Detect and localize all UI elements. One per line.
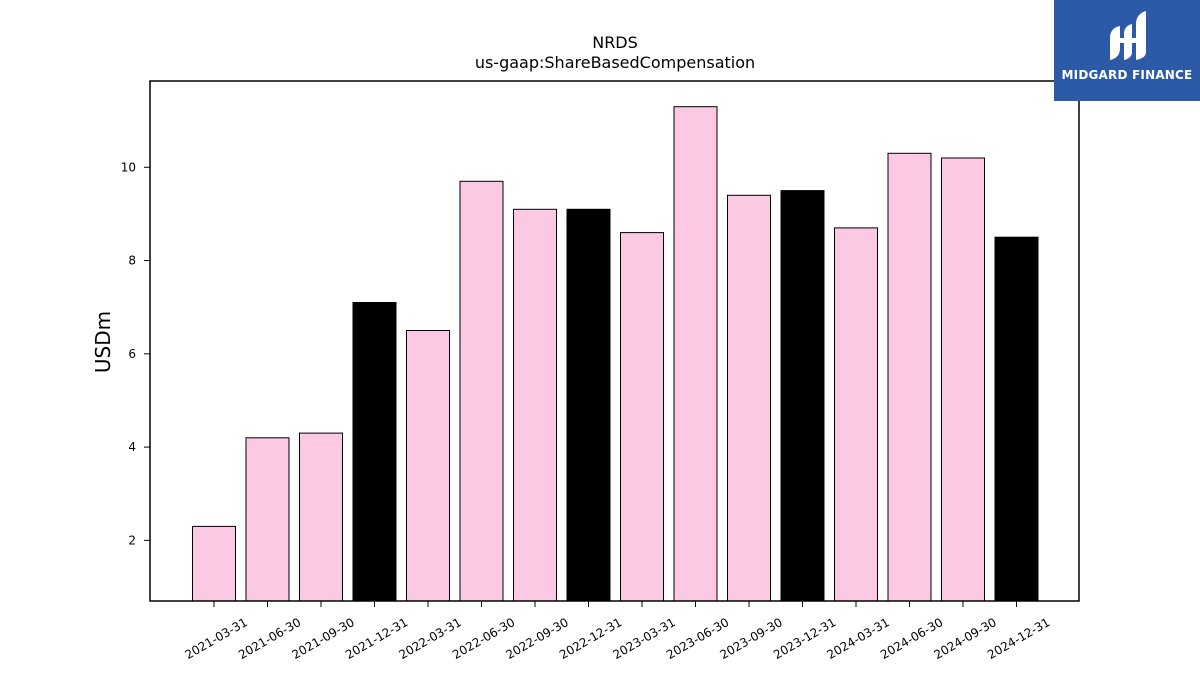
bar-2021-06-30 — [245, 437, 290, 602]
bar-2021-03-31 — [192, 525, 236, 602]
y-tick-label: 4 — [128, 440, 136, 454]
bar-2022-03-31 — [406, 330, 450, 602]
bar-2023-09-30 — [727, 194, 771, 602]
logo-text: MIDGARD FINANCE — [1061, 68, 1193, 82]
bar-2022-06-30 — [459, 180, 504, 602]
midgard-logo-icon — [1110, 11, 1146, 60]
bar-2023-12-31 — [780, 190, 825, 602]
bars-group — [192, 106, 1039, 602]
bar-2022-12-31 — [566, 208, 611, 602]
bar-2021-12-31 — [352, 302, 397, 602]
chart-title: NRDS — [592, 33, 638, 52]
plot-frame — [149, 80, 1080, 602]
bar-2024-03-31 — [834, 227, 878, 602]
y-tick-label: 6 — [128, 347, 136, 361]
bar-2024-12-31 — [994, 236, 1039, 602]
bar-2023-03-31 — [620, 232, 664, 602]
bar-2024-06-30 — [887, 152, 932, 602]
y-tick-label: 2 — [128, 533, 136, 547]
y-tick-label: 10 — [121, 160, 136, 174]
bar-2022-09-30 — [513, 208, 557, 602]
bar-2021-09-30 — [299, 432, 343, 602]
y-tick-label: 8 — [128, 254, 136, 268]
bar-2024-09-30 — [941, 157, 985, 602]
bar-2023-06-30 — [673, 106, 718, 602]
chart-subtitle: us-gaap:ShareBasedCompensation — [475, 53, 755, 72]
y-axis-label: USDm — [91, 311, 115, 373]
midgard-finance-logo: MIDGARD FINANCE — [1054, 0, 1200, 101]
x-axis-ticks: 2021-03-312021-06-302021-09-302021-12-31… — [182, 601, 1052, 662]
y-axis-ticks: 2 4 6 8 10 — [121, 160, 150, 547]
